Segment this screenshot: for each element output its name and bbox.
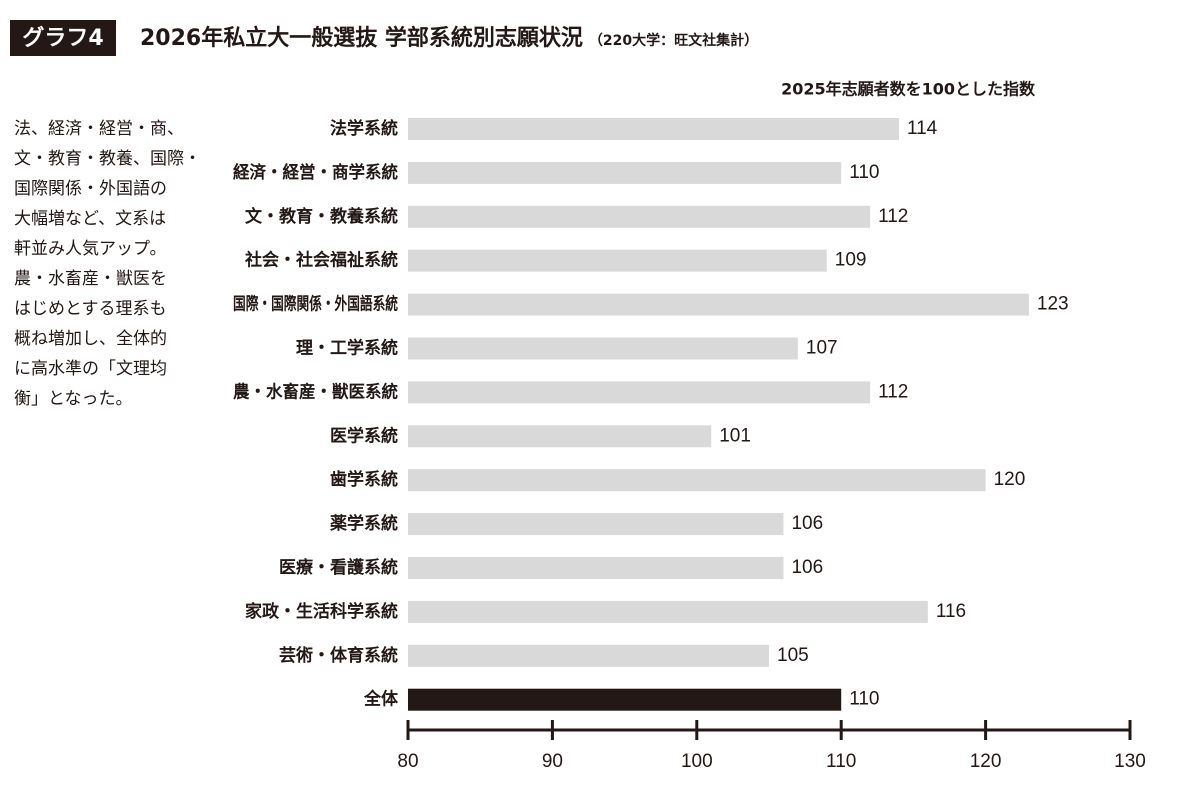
bar <box>408 249 827 272</box>
x-tick-label: 100 <box>681 751 713 772</box>
badge-box <box>10 20 116 56</box>
category-label: 経済・経営・商学系統 <box>233 162 398 183</box>
value-label: 114 <box>907 118 938 139</box>
value-label: 107 <box>806 338 838 359</box>
x-tick-label: 110 <box>826 751 856 772</box>
bar <box>408 293 1029 316</box>
annotation-line: 概ね増加し、全体的 <box>14 329 167 349</box>
value-label: 116 <box>936 601 966 622</box>
annotation-line: 文・教育・教養、国際・ <box>14 149 201 169</box>
x-tick-label: 130 <box>1114 751 1146 772</box>
category-label: 医学系統 <box>330 425 398 446</box>
x-tick-label: 120 <box>970 751 1002 772</box>
bar <box>408 118 899 140</box>
value-label: 106 <box>791 513 823 534</box>
bar <box>408 205 871 228</box>
value-label: 112 <box>878 206 908 227</box>
value-label: 112 <box>878 381 908 402</box>
category-label: 理・工学系統 <box>296 338 398 359</box>
annotation-line: 衡」となった。 <box>14 389 133 409</box>
x-tick-label: 80 <box>397 751 418 772</box>
bar <box>408 513 784 536</box>
category-label: 社会・社会福祉系統 <box>244 250 398 271</box>
annotation-line: 大幅増など、文系は <box>14 209 166 229</box>
value-label: 110 <box>849 162 879 183</box>
bar <box>408 557 784 579</box>
category-label: 国際・国際関係・外国語系統 <box>233 294 398 315</box>
category-label: 芸術・体育系統 <box>279 645 398 666</box>
category-label: 農・水畜産・獣医系統 <box>233 381 398 402</box>
category-label: 家政・生活科学系統 <box>245 601 398 622</box>
category-label: 医療・看護系統 <box>279 557 398 578</box>
chart-subtitle: （220大学：旺文社集計） <box>589 32 758 49</box>
value-label: 123 <box>1037 294 1069 315</box>
annotation-line: に高水準の「文理均 <box>14 359 167 379</box>
category-label: 文・教育・教養系統 <box>245 206 398 227</box>
annotation-line: はじめとする理系も <box>14 299 167 319</box>
bar <box>408 469 986 492</box>
bar <box>408 688 842 711</box>
axis-title: 2025年志願者数を100とした指数 <box>781 80 1036 99</box>
annotation-line: 国際関係・外国語の <box>14 179 167 199</box>
value-label: 101 <box>719 425 751 446</box>
value-label: 105 <box>777 645 809 666</box>
bar <box>408 425 712 448</box>
value-label: 109 <box>835 250 867 271</box>
bar <box>408 337 798 360</box>
category-label: 法学系統 <box>330 118 398 139</box>
value-label: 120 <box>994 469 1026 490</box>
badge: グラフ4 <box>22 25 103 51</box>
bar <box>408 644 769 667</box>
category-label: 歯学系統 <box>330 469 398 490</box>
x-tick-label: 90 <box>542 751 563 772</box>
bar <box>408 161 842 184</box>
annotation-line: 法、経済・経営・商、 <box>14 119 184 139</box>
bar <box>408 600 928 623</box>
chart-title: 2026年私立大一般選抜 学部系統別志願状況 <box>140 25 583 51</box>
bar <box>408 381 871 404</box>
category-label: 薬学系統 <box>330 513 398 534</box>
category-label: 全体 <box>363 689 399 710</box>
annotation-line: 農・水畜産・獣医を <box>14 269 167 289</box>
value-label: 110 <box>849 689 879 710</box>
annotation-line: 軒並み人気アップ。 <box>14 239 167 259</box>
value-label: 106 <box>791 557 823 578</box>
